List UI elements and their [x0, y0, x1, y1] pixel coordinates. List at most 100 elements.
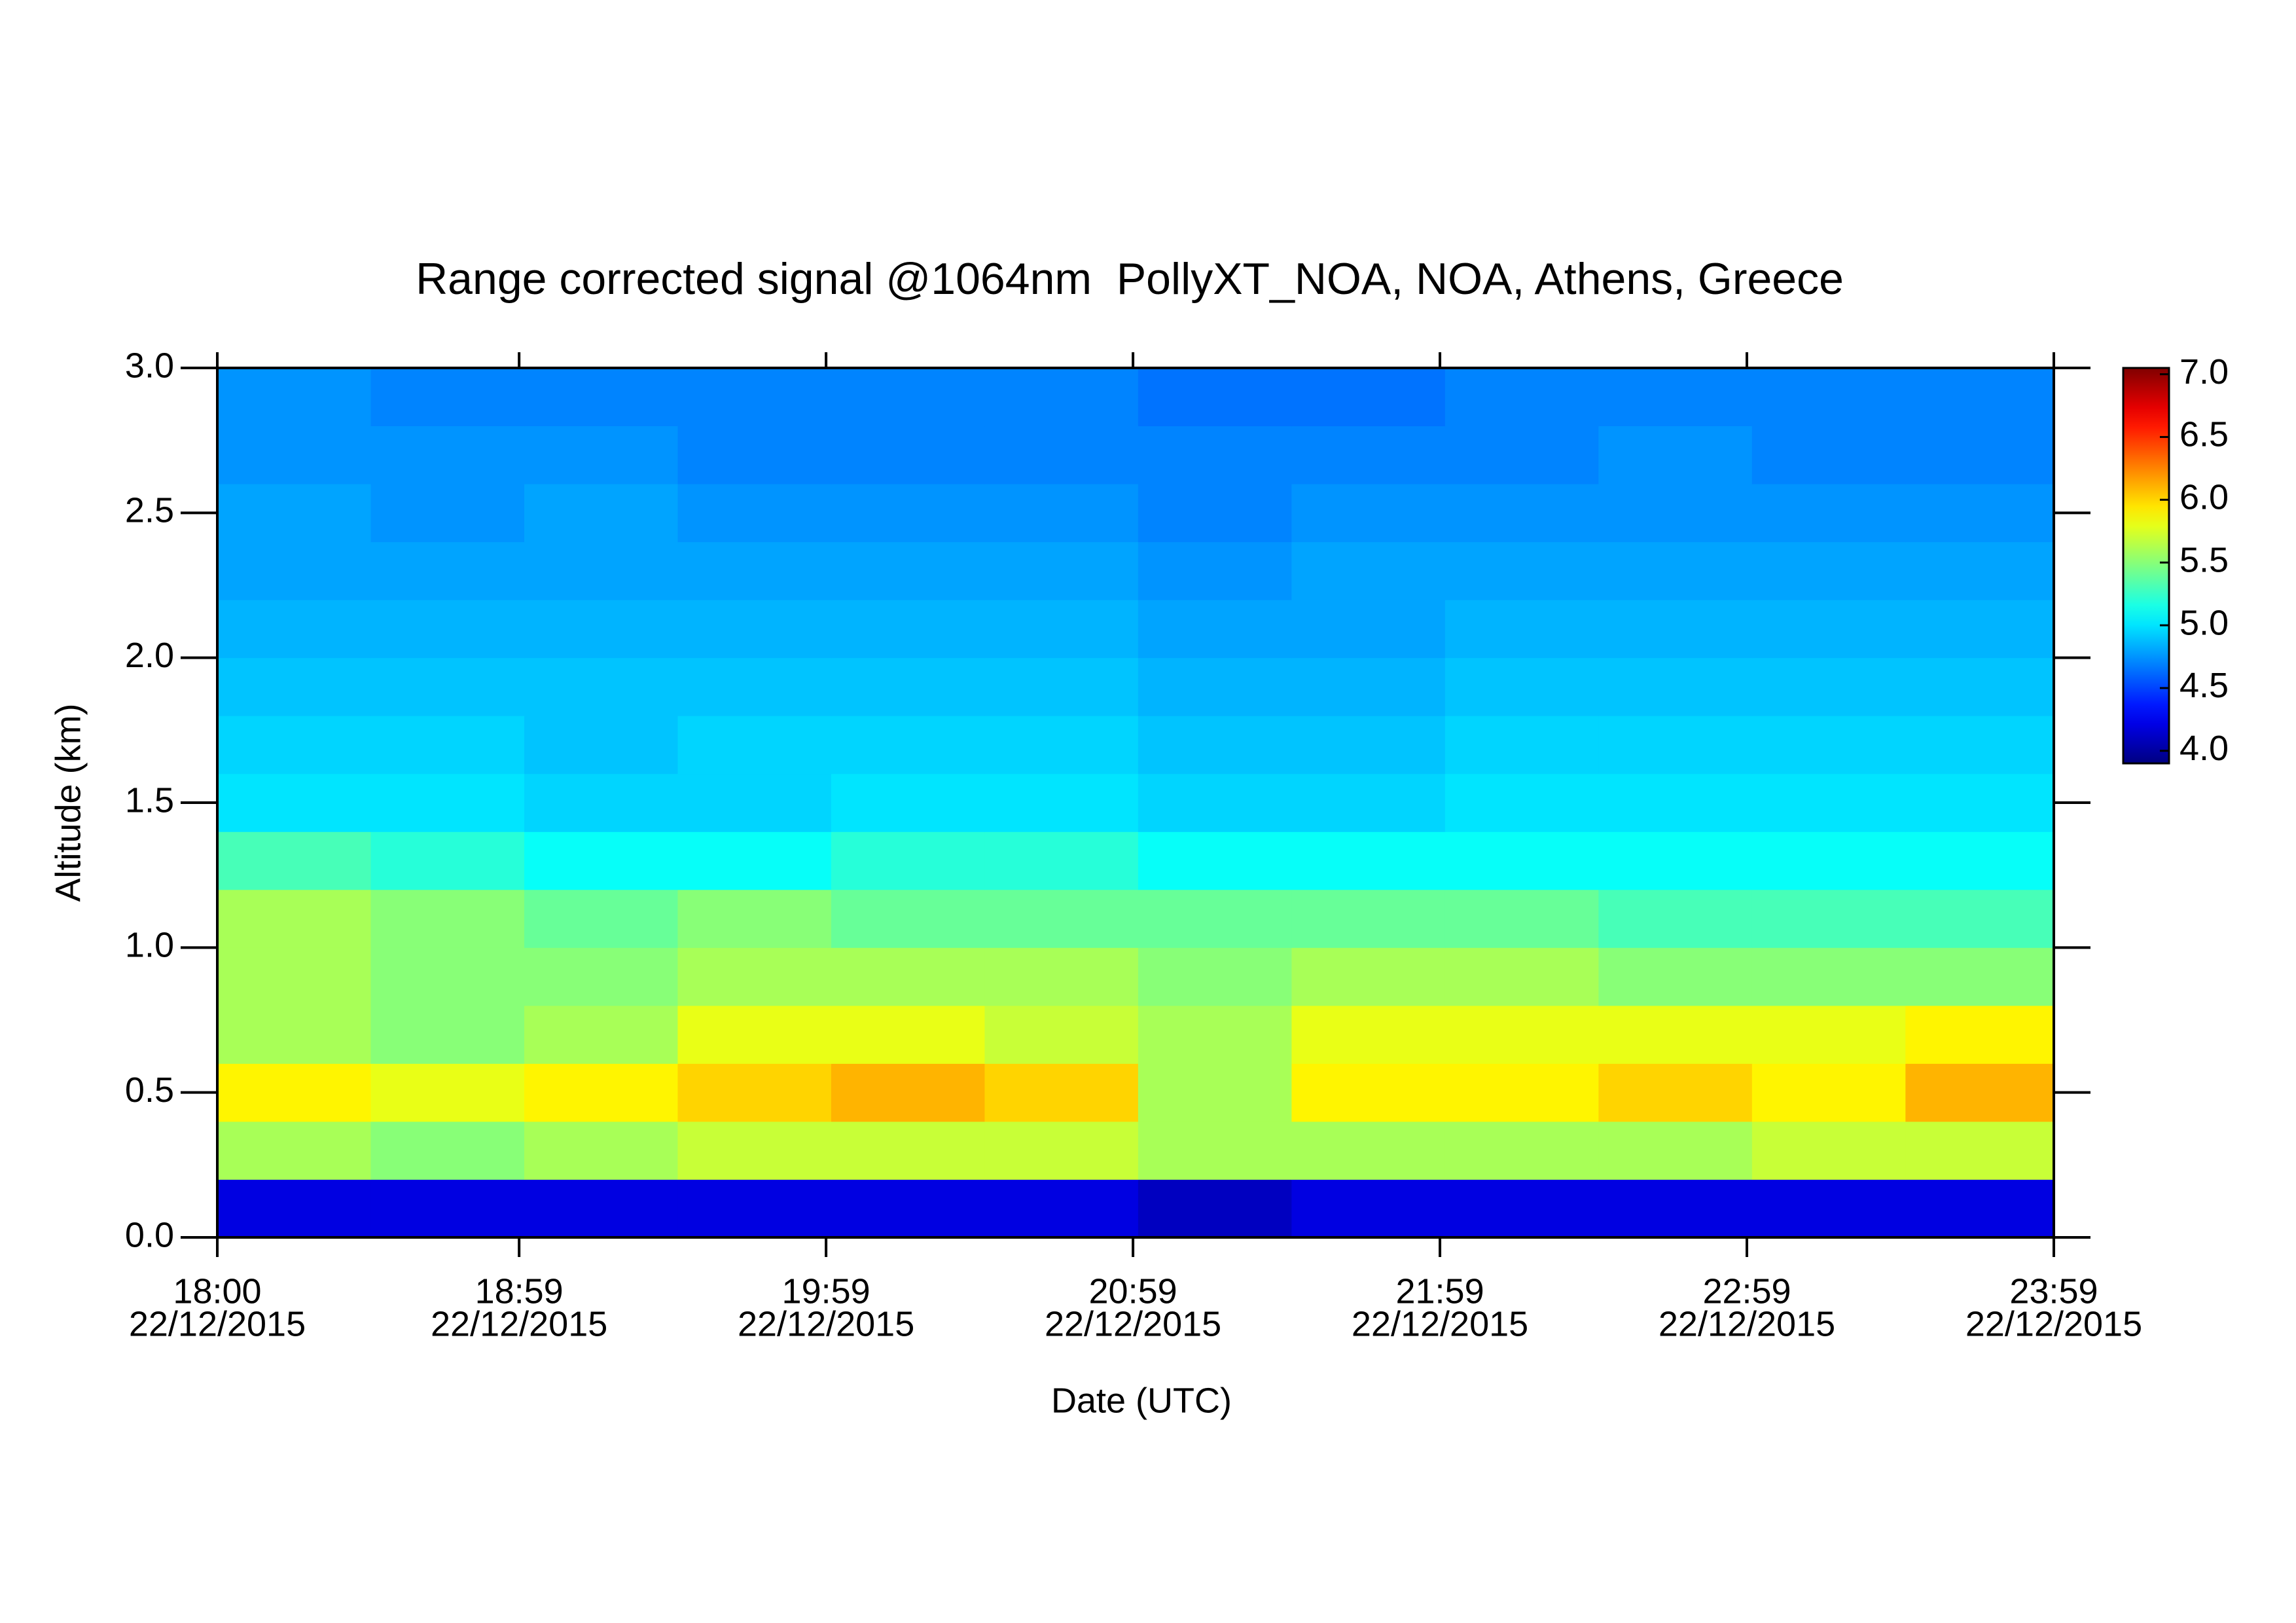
- heatmap-cell: [1444, 1005, 1599, 1064]
- heatmap-cell: [1138, 368, 1292, 427]
- heatmap-cell: [370, 426, 525, 484]
- heatmap-cell: [524, 484, 678, 543]
- heatmap-cell: [831, 657, 985, 716]
- heatmap-cell: [1751, 657, 1906, 716]
- colorbar-tick-label: 6.0: [2179, 478, 2229, 517]
- heatmap-cell: [524, 1063, 678, 1122]
- heatmap-cell: [1444, 426, 1599, 484]
- heatmap-cell: [1138, 657, 1292, 716]
- heatmap-cell: [1905, 600, 2054, 659]
- heatmap-cell: [984, 484, 1139, 543]
- heatmap-cell: [984, 716, 1139, 775]
- heatmap-cell: [1905, 541, 2054, 600]
- heatmap-cell: [677, 426, 832, 484]
- heatmap-cell: [831, 1121, 985, 1180]
- heatmap-cell: [370, 600, 525, 659]
- colorbar-tick-label: 5.5: [2179, 540, 2229, 579]
- heatmap-cell: [1905, 368, 2054, 427]
- heatmap-cell: [1444, 831, 1599, 890]
- heatmap-cell: [831, 600, 985, 659]
- x-tick-time: 18:00: [173, 1271, 261, 1311]
- heatmap-cell: [524, 1005, 678, 1064]
- heatmap-cell: [1598, 1005, 1753, 1064]
- heatmap-cell: [1598, 426, 1753, 484]
- heatmap-cell: [1751, 541, 1906, 600]
- heatmap-cell: [370, 1005, 525, 1064]
- heatmap-cell: [1598, 716, 1753, 775]
- heatmap-cell: [524, 716, 678, 775]
- heatmap-cell: [1444, 947, 1599, 1006]
- heatmap-cell: [217, 831, 371, 890]
- x-tick-date: 22/12/2015: [129, 1304, 306, 1343]
- heatmap-cell: [677, 484, 832, 543]
- heatmap-cell: [217, 947, 371, 1006]
- heatmap-cell: [677, 1121, 832, 1180]
- heatmap-cell: [1291, 1063, 1446, 1122]
- heatmap-cell: [370, 947, 525, 1006]
- heatmap-cell: [1444, 484, 1599, 543]
- heatmap-cell: [984, 831, 1139, 890]
- x-tick-date: 22/12/2015: [1659, 1304, 1835, 1343]
- heatmap-cell: [1291, 600, 1446, 659]
- heatmap-cell: [217, 657, 371, 716]
- heatmap-cell: [1444, 541, 1599, 600]
- heatmap-cell: [831, 773, 985, 832]
- heatmap-cell: [217, 716, 371, 775]
- heatmap-cell: [524, 773, 678, 832]
- heatmap-cell: [831, 1063, 985, 1122]
- heatmap-cell: [1905, 716, 2054, 775]
- heatmap-cell: [524, 600, 678, 659]
- x-tick-date: 22/12/2015: [1965, 1304, 2142, 1343]
- heatmap-cell: [1598, 1121, 1753, 1180]
- colorbar-tick-label: 4.0: [2179, 729, 2229, 768]
- heatmap-cell: [1291, 541, 1446, 600]
- heatmap-cell: [1751, 1179, 1906, 1238]
- heatmap-cell: [984, 541, 1139, 600]
- heatmap-cell: [1598, 831, 1753, 890]
- heatmap-cell: [677, 368, 832, 427]
- heatmap-cell: [1598, 773, 1753, 832]
- heatmap-cell: [370, 773, 525, 832]
- heatmap-cell: [677, 1005, 832, 1064]
- heatmap-cell: [1751, 600, 1906, 659]
- x-tick-date: 22/12/2015: [738, 1304, 914, 1343]
- heatmap-cell: [370, 716, 525, 775]
- heatmap-cell: [524, 1179, 678, 1238]
- heatmap-cell: [1905, 484, 2054, 543]
- colorbar: [2122, 367, 2170, 765]
- heatmap-cell: [1598, 1063, 1753, 1122]
- x-tick-time: 22:59: [1702, 1271, 1791, 1311]
- heatmap-cell: [1598, 484, 1753, 543]
- heatmap-cell: [1291, 368, 1446, 427]
- heatmap-cell: [217, 889, 371, 948]
- chart-title: Range corrected signal @1064nm PollyXT_N…: [416, 254, 1844, 304]
- heatmap-cell: [984, 1063, 1139, 1122]
- heatmap-cell: [1598, 889, 1753, 948]
- heatmap-cell: [677, 657, 832, 716]
- x-tick-time: 20:59: [1089, 1271, 1177, 1311]
- heatmap-cell: [370, 484, 525, 543]
- heatmap-cell: [984, 368, 1139, 427]
- heatmap-cell: [1444, 1179, 1599, 1238]
- heatmap-cell: [831, 1005, 985, 1064]
- x-tick-date: 22/12/2015: [1045, 1304, 1221, 1343]
- heatmap-cell: [1751, 1063, 1906, 1122]
- heatmap-cell: [1138, 1121, 1292, 1180]
- heatmap-cell: [677, 773, 832, 832]
- heatmap-cell: [831, 889, 985, 948]
- heatmap-cell: [1138, 947, 1292, 1006]
- y-tick-label: 3.0: [125, 346, 174, 385]
- x-tick-time: 23:59: [2009, 1271, 2098, 1311]
- heatmap-cell: [1138, 484, 1292, 543]
- heatmap-cell: [677, 541, 832, 600]
- x-axis-label: Date (UTC): [1051, 1381, 1232, 1420]
- heatmap-cell: [370, 889, 525, 948]
- heatmap-cell: [1291, 1005, 1446, 1064]
- heatmap-cell: [1751, 1121, 1906, 1180]
- colorbar-tick-label: 5.0: [2179, 603, 2229, 642]
- heatmap-cell: [984, 657, 1139, 716]
- heatmap-cell: [1138, 1005, 1292, 1064]
- heatmap-cell: [1291, 716, 1446, 775]
- heatmap-cell: [1598, 600, 1753, 659]
